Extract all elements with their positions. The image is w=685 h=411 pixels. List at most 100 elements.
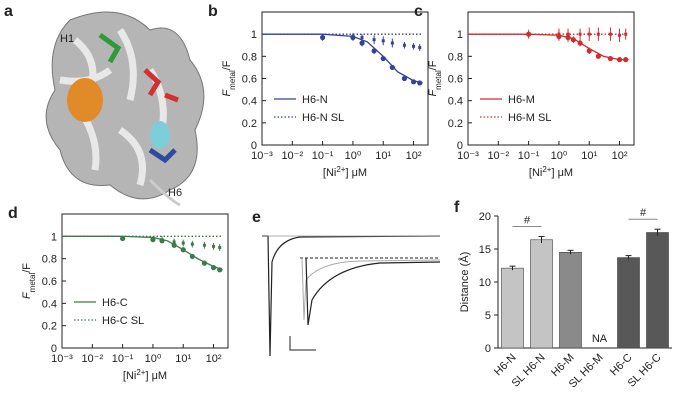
y-tick-label: 0.6 [42,276,57,288]
data-point [577,40,583,46]
x-tick-label: 10⁻¹ [312,150,334,162]
y-label-part: /F [221,60,233,70]
y-tick-label: 0 [251,140,257,152]
y-label-part: /F [427,60,439,70]
helix-label: H1 [60,33,74,45]
plot-frame [467,11,635,146]
y-tick-label: 1 [251,29,257,41]
y-axis-label: Fmetal/F [427,60,443,96]
legend-label: H6-N [302,94,328,106]
bar [501,267,524,349]
x-label-part: 2+ [542,165,551,174]
y-tick-label: 10 [479,277,491,289]
helix-label: H6 [168,187,182,199]
y-label-part: F [221,89,233,97]
x-tick-label: 10⁻² [81,353,103,365]
data-point [557,32,561,36]
data-point [212,244,216,248]
x-label-part: ] μM [551,167,573,179]
y-tick-label: 20 [479,211,491,223]
y-tick-label: 0.8 [448,51,463,63]
x-tick-label: 10⁻¹ [518,150,540,162]
y-tick-label: 0 [51,343,57,355]
data-point [570,37,576,43]
x-label-part: 2+ [136,368,145,377]
y-tick-label: 0.8 [242,51,257,63]
x-axis-label: [Ni2+] μM [529,165,573,180]
panel-label: d [8,205,18,222]
data-point [380,55,386,62]
data-point [202,243,206,247]
x-tick-label: 10² [406,150,422,162]
data-point [371,48,377,54]
x-tick-label: 10² [206,353,222,365]
y-label-part: /F [21,263,33,273]
data-point [616,57,623,63]
y-label-part: metal [228,70,237,90]
y-tick-label: 15 [479,244,491,256]
plot-frame [61,213,229,349]
data-point [217,267,223,273]
data-point [618,33,622,37]
y-tick-label: 0.4 [242,96,257,108]
data-point [587,32,591,36]
data-point [201,260,208,266]
y-axis-label: Fmetal/F [21,263,37,299]
missing-label: NA [592,333,608,345]
data-point [586,48,592,54]
x-tick-label: 10⁻³ [457,150,479,162]
y-tick-label: 0 [457,140,463,152]
data-point [402,43,406,47]
data-point [172,240,176,244]
x-tick-label: 10¹ [175,353,191,365]
data-point [360,35,364,39]
data-point [180,247,186,253]
legend-label: H6-C SL [102,315,144,327]
x-tick-label: 10¹ [375,150,391,162]
y-axis-label: Distance (Å) [458,252,471,313]
y-label-part: F [21,291,33,299]
y-tick-label: 0.2 [242,118,257,130]
x-label-part: ] μM [145,370,167,382]
y-tick-label: 5 [485,310,491,322]
data-point [608,32,612,36]
bar [646,232,669,349]
data-point [566,32,570,36]
data-point [607,55,614,62]
x-label-part: [Ni [529,167,542,179]
data-point [623,57,629,63]
legend-label: H6-M [508,94,535,106]
legend-label: H6-N SL [302,112,344,124]
data-point [210,265,217,271]
data-point [218,246,222,249]
bar [559,252,582,349]
x-label-part: [Ni [323,167,336,179]
data-point [120,235,126,242]
data-point [596,32,600,36]
panel-label: c [414,3,423,20]
data-point [595,53,601,59]
panel-label: a [4,3,13,20]
y-tick-label: 0.8 [42,254,57,266]
data-point [372,38,376,42]
x-tick-label: 10⁰ [145,353,162,365]
x-tick-label: 10⁻³ [51,353,73,365]
bar [617,257,640,349]
y-axis-label: Fmetal/F [221,60,237,96]
data-point [381,39,385,43]
protein-structure [45,11,205,207]
x-label-part: 2+ [336,165,345,174]
data-point [160,238,164,242]
y-label-part: metal [434,70,443,90]
data-point [578,32,582,36]
legend-label: H6-M SL [508,112,551,124]
x-tick-label: 10⁻² [487,150,509,162]
legend-label: H6-C [102,297,128,309]
x-tick-label: H6-N [492,352,519,379]
bar [530,239,553,349]
y-tick-label: 0.2 [42,321,57,333]
data-point [390,41,394,45]
x-tick-label: 10⁰ [345,150,362,162]
y-tick-label: 0 [485,343,491,355]
x-tick-label: 10² [612,150,628,162]
